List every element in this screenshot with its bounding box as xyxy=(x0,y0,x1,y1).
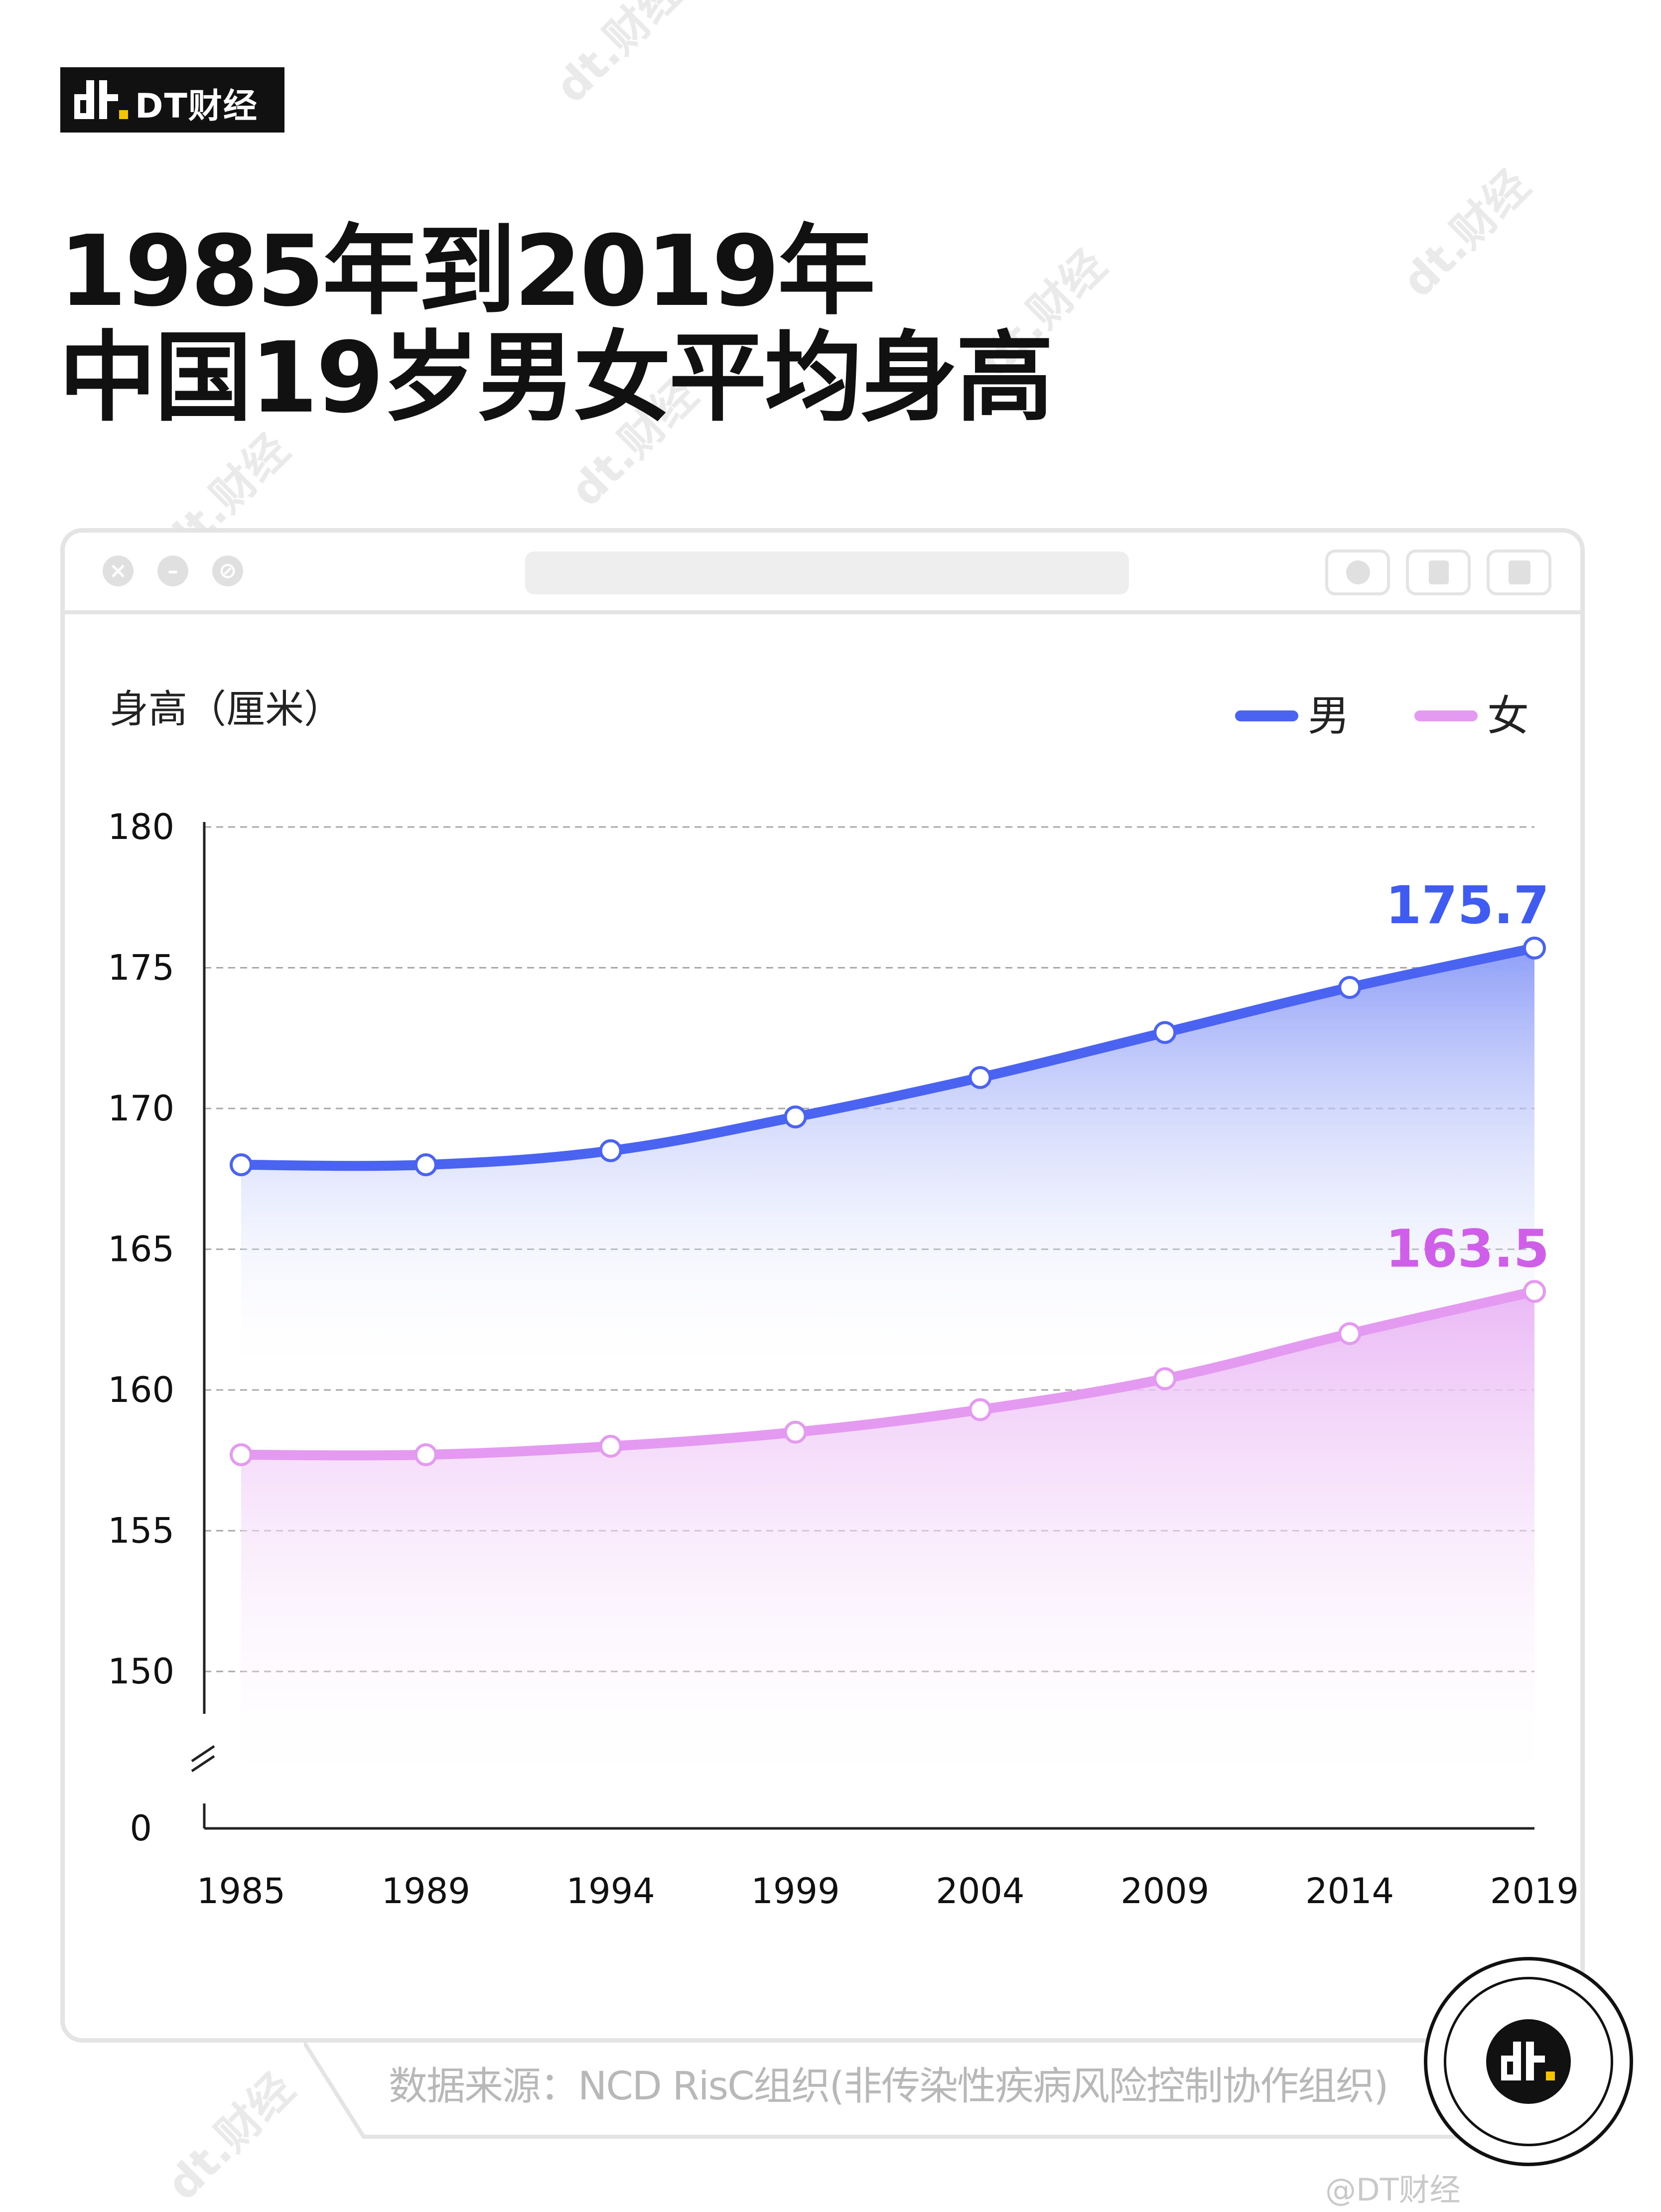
record-button[interactable] xyxy=(1325,550,1390,595)
dt-logo-icon xyxy=(74,80,128,119)
data-point-male xyxy=(1153,1021,1177,1044)
area-female xyxy=(241,1291,1534,1784)
x-tick-label: 2019 xyxy=(1490,1871,1579,1912)
area-male xyxy=(241,948,1534,1375)
chart-labels: 180 175 170 165 160 155 150 0 1985 1989 1994 1999 20… xyxy=(108,687,1579,1912)
data-point-male xyxy=(784,1105,807,1128)
y-tick-label: 0 xyxy=(130,1808,152,1849)
data-point-male xyxy=(1523,936,1546,960)
y-tick-label: 175 xyxy=(108,948,174,988)
x-tick-label: 1989 xyxy=(382,1871,470,1912)
data-point-male xyxy=(1338,976,1362,999)
share-button[interactable] xyxy=(1406,550,1471,595)
data-point-female xyxy=(1523,1280,1546,1303)
data-point-male xyxy=(969,1066,992,1089)
axis-break-mark xyxy=(191,1755,215,1773)
close-icon[interactable]: × xyxy=(103,555,134,586)
data-source: 数据来源：NCD RisC组织(非传染性疾病风险控制协作组织) xyxy=(389,2064,1388,2109)
legend-label-female: 女 xyxy=(1487,691,1529,740)
y-tick-label: 165 xyxy=(108,1229,174,1270)
x-tick-label: 2014 xyxy=(1305,1871,1394,1912)
data-point-female xyxy=(414,1443,437,1466)
data-points xyxy=(230,936,1546,1466)
x-tick-label: 2009 xyxy=(1120,1871,1209,1912)
window-button[interactable] xyxy=(1487,550,1551,595)
y-tick-label: 160 xyxy=(108,1370,174,1410)
data-point-female xyxy=(784,1420,807,1444)
y-tick-label: 150 xyxy=(108,1651,174,1692)
end-label-female: 163.5 xyxy=(1385,1218,1549,1279)
end-label-male: 175.7 xyxy=(1385,875,1549,936)
brand-logo: DT财经 xyxy=(60,67,284,133)
y-tick-label: 180 xyxy=(108,807,174,847)
source-tab-shape xyxy=(304,2042,1510,2139)
y-tick-label: 155 xyxy=(108,1511,174,1551)
data-point-female xyxy=(599,1435,622,1458)
page-title-line1: 1985年到2019年 xyxy=(59,215,875,328)
data-point-male xyxy=(599,1139,622,1162)
page-title-line2: 中国19岁男女平均身高 xyxy=(59,321,1054,435)
record-icon xyxy=(1346,560,1370,584)
corner-logo xyxy=(1424,1957,1633,2166)
series-lines xyxy=(236,943,1539,1461)
minimize-icon[interactable]: – xyxy=(157,555,188,586)
credit-text: @DT财经 xyxy=(1325,2172,1461,2208)
line-female xyxy=(236,1286,1539,1461)
dt-logo-icon xyxy=(1486,2019,1571,2104)
data-point-male xyxy=(414,1153,437,1176)
x-tick-label: 1999 xyxy=(751,1871,839,1912)
y-tick-label: 170 xyxy=(108,1088,174,1129)
x-tick-label: 1985 xyxy=(197,1871,285,1912)
data-point-female xyxy=(969,1398,992,1421)
window-icon xyxy=(1509,560,1530,584)
address-bar[interactable] xyxy=(525,552,1129,594)
brand-name: DT财经 xyxy=(135,87,258,126)
series-areas xyxy=(241,948,1534,1784)
data-point-female xyxy=(230,1443,253,1466)
axes xyxy=(191,822,1534,1830)
data-point-male xyxy=(230,1153,253,1176)
data-point-female xyxy=(1338,1322,1362,1345)
legend-label-male: 男 xyxy=(1308,691,1350,740)
y-axis-title: 身高（厘米） xyxy=(110,687,343,732)
share-icon xyxy=(1429,560,1449,584)
corner-logo-ring xyxy=(1444,1977,1613,2146)
x-tick-label: 1994 xyxy=(566,1871,655,1912)
maximize-icon[interactable]: ⊘ xyxy=(212,555,243,586)
browser-titlebar: × – ⊘ xyxy=(65,533,1580,614)
axis-break-mark xyxy=(191,1745,215,1763)
line-male xyxy=(236,943,1539,1171)
x-tick-label: 2004 xyxy=(936,1871,1024,1912)
data-point-female xyxy=(1153,1367,1177,1390)
